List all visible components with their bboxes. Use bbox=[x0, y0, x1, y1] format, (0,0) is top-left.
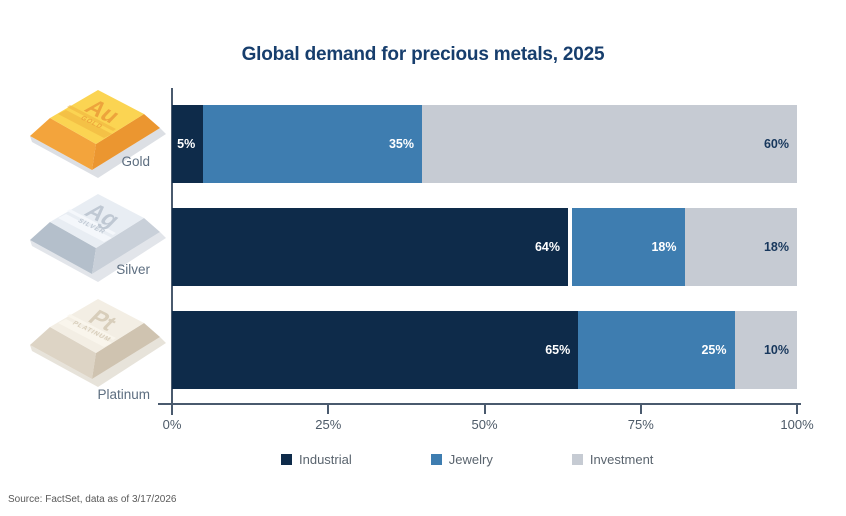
bar-segment-silver-investment: 18% bbox=[684, 208, 797, 286]
x-tick-label: 75% bbox=[627, 417, 654, 432]
legend-entry-jewelry: Jewelry bbox=[430, 452, 493, 467]
bar-row-platinum: 65% 25% 10% bbox=[172, 311, 797, 389]
chart-title: Global demand for precious metals, 2025 bbox=[241, 44, 605, 65]
bar-value-label: 64% bbox=[534, 240, 560, 254]
x-tick-label: 25% bbox=[315, 417, 342, 432]
bar-row-silver: 64% 18% 18% bbox=[172, 208, 797, 286]
category-label-platinum: Platinum bbox=[97, 387, 150, 402]
x-tick-mark bbox=[171, 403, 173, 414]
bar-value-label: 10% bbox=[763, 343, 789, 357]
x-tick-label: 0% bbox=[162, 417, 182, 432]
bar-value-label: 65% bbox=[545, 343, 571, 357]
x-tick-mark bbox=[483, 403, 486, 414]
bar-row-gold: 5% 35% 60% bbox=[172, 105, 797, 183]
x-tick-mark bbox=[796, 403, 798, 414]
bar-segment-platinum-investment: 10% bbox=[734, 311, 797, 389]
legend-swatch-icon bbox=[430, 454, 442, 465]
x-axis-line bbox=[158, 403, 801, 405]
legend-entry-investment: Investment bbox=[571, 452, 654, 467]
bar-value-label: 18% bbox=[651, 240, 677, 254]
bar-value-label: 5% bbox=[177, 137, 196, 151]
legend-swatch-icon bbox=[281, 454, 292, 465]
category-label-silver: Silver bbox=[116, 262, 150, 277]
bar-value-label: 18% bbox=[763, 240, 789, 254]
source-note: Source: FactSet, data as of 3/17/2026 bbox=[8, 494, 177, 505]
bar-segment-platinum-industrial: 65% bbox=[172, 311, 579, 389]
category-label-gold: Gold bbox=[121, 154, 150, 169]
bar-segment-silver-industrial: 64% bbox=[172, 208, 572, 286]
gold-ingot-graphic: Au GOLD bbox=[30, 90, 166, 178]
bar-segment-platinum-jewelry: 25% bbox=[578, 311, 735, 389]
legend-label: Industrial bbox=[299, 452, 352, 467]
bar-value-label: 60% bbox=[763, 137, 789, 151]
legend-label: Investment bbox=[589, 452, 654, 467]
legend-entry-industrial: Industrial bbox=[281, 452, 352, 467]
x-tick-mark bbox=[639, 403, 642, 414]
x-tick-label: 100% bbox=[780, 417, 814, 432]
platinum-ingot-icon: Pt PLATINUM bbox=[14, 281, 166, 391]
silver-ingot-graphic: Ag SILVER bbox=[30, 194, 166, 282]
legend-swatch-icon bbox=[571, 454, 583, 465]
bar-segment-silver-jewelry: 18% bbox=[572, 208, 685, 286]
platinum-ingot-graphic: Pt PLATINUM bbox=[30, 299, 166, 387]
legend-label: Jewelry bbox=[448, 452, 493, 467]
bar-value-label: 35% bbox=[388, 137, 414, 151]
bar-value-label: 25% bbox=[701, 343, 727, 357]
bar-segment-gold-investment: 60% bbox=[422, 105, 797, 183]
legend: Industrial Jewelry Investment bbox=[281, 452, 653, 467]
x-tick-label: 50% bbox=[471, 417, 498, 432]
silver-ingot-icon: Ag SILVER bbox=[14, 176, 166, 286]
x-tick-mark bbox=[327, 403, 330, 414]
bar-segment-gold-industrial: 5% bbox=[172, 105, 204, 183]
gold-ingot-icon: Au GOLD bbox=[14, 72, 166, 182]
bar-segment-gold-jewelry: 35% bbox=[203, 105, 422, 183]
